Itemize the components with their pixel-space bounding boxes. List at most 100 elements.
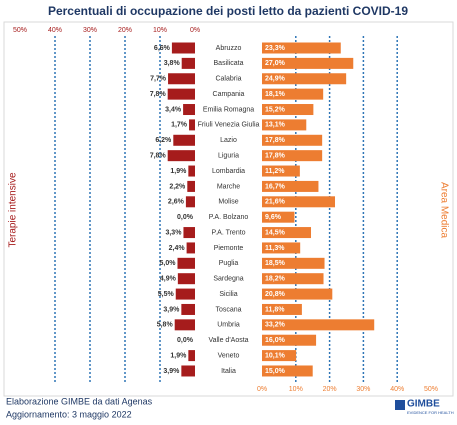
left-tick-label: 40% — [48, 27, 62, 34]
value-label: 3,3% — [165, 229, 182, 236]
category-label: Liguria — [218, 153, 239, 160]
value-label: 0,0% — [177, 337, 194, 344]
bar — [262, 42, 341, 54]
left-tick-label: 0% — [190, 27, 200, 34]
bar — [262, 273, 324, 285]
value-label: 15,0% — [265, 368, 286, 375]
value-label: 9,6% — [265, 214, 282, 221]
category-label: Calabria — [215, 76, 241, 83]
value-label: 1,9% — [170, 352, 187, 359]
category-label: P.A. Trento — [211, 229, 245, 236]
value-label: 16,0% — [265, 337, 286, 344]
bar — [171, 42, 195, 54]
category-label: Lazio — [220, 137, 237, 144]
category-label: Lombardia — [212, 168, 245, 175]
value-label: 7,7% — [150, 76, 167, 83]
left-tick-label: 50% — [13, 27, 27, 34]
value-label: 17,8% — [265, 137, 286, 144]
value-label: 15,2% — [265, 106, 286, 113]
logo-icon — [395, 400, 405, 410]
left-tick-label: 10% — [153, 27, 167, 34]
value-label: 18,1% — [265, 91, 286, 98]
bar — [181, 57, 195, 69]
value-label: 3,4% — [165, 106, 182, 113]
value-label: 17,8% — [265, 153, 286, 160]
category-label: Marche — [217, 183, 240, 190]
category-label: Valle d'Aosta — [208, 337, 248, 344]
left-tick-label: 30% — [83, 27, 97, 34]
category-label: Umbria — [217, 322, 240, 329]
right-tick-label: 40% — [390, 386, 404, 393]
left-tick-label: 20% — [118, 27, 132, 34]
bar — [262, 119, 307, 131]
bar — [262, 303, 302, 315]
bar — [262, 196, 336, 208]
bar — [189, 119, 195, 131]
source-note: Elaborazione GIMBE da dati Agenas — [6, 396, 153, 406]
bar — [262, 319, 375, 331]
value-label: 6,6% — [154, 45, 171, 52]
bar — [262, 334, 317, 346]
bar — [262, 365, 313, 377]
bar — [262, 180, 319, 192]
value-label: 18,2% — [265, 276, 286, 283]
bar — [173, 134, 195, 146]
value-label: 2,2% — [169, 183, 186, 190]
bar — [262, 288, 333, 300]
value-label: 11,3% — [265, 245, 285, 252]
category-label: P.A. Bolzano — [209, 214, 249, 221]
bar — [167, 88, 195, 100]
category-label: Basilicata — [214, 60, 244, 67]
update-note: Aggiornamento: 3 maggio 2022 — [6, 409, 132, 419]
bar — [175, 288, 195, 300]
bar — [262, 242, 301, 254]
value-label: 20,8% — [265, 291, 286, 298]
bar — [174, 319, 195, 331]
bar — [262, 73, 347, 85]
value-label: 1,7% — [171, 122, 188, 129]
value-label: 24,9% — [265, 76, 286, 83]
value-label: 16,7% — [265, 183, 286, 190]
category-label: Molise — [218, 199, 238, 206]
value-label: 3,9% — [163, 306, 180, 313]
bar — [168, 73, 195, 85]
value-label: 10,1% — [265, 352, 286, 359]
bar — [188, 350, 195, 362]
category-label: Emilia Romagna — [203, 106, 254, 113]
value-label: 33,2% — [265, 322, 286, 329]
value-label: 7,8% — [150, 153, 167, 160]
bar — [183, 104, 195, 116]
bar — [262, 150, 323, 162]
value-label: 5,5% — [158, 291, 175, 298]
bar — [187, 180, 195, 192]
bar — [185, 196, 195, 208]
value-label: 13,1% — [265, 122, 286, 129]
bar — [262, 134, 323, 146]
value-label: 11,8% — [265, 306, 285, 313]
value-label: 0,0% — [177, 214, 194, 221]
value-label: 7,8% — [150, 91, 167, 98]
bar — [262, 165, 300, 177]
bar — [262, 211, 295, 223]
left-axis-title: Terapie intensive — [8, 172, 19, 247]
value-label: 3,8% — [164, 60, 181, 67]
category-label: Campania — [213, 91, 245, 98]
chart-title: Percentuali di occupazione dei posti let… — [48, 4, 408, 18]
right-axis-title: Area Medica — [438, 182, 449, 239]
value-label: 4,9% — [160, 276, 177, 283]
value-label: 3,9% — [163, 368, 180, 375]
category-label: Piemonte — [214, 245, 244, 252]
category-label: Italia — [221, 368, 236, 375]
category-label: Toscana — [215, 306, 241, 313]
value-label: 21,6% — [265, 199, 286, 206]
category-label: Puglia — [219, 260, 239, 267]
bar — [186, 242, 195, 254]
right-tick-label: 10% — [289, 386, 303, 393]
value-label: 2,6% — [168, 199, 185, 206]
logo-tagline: EVIDENCE FOR HEALTH — [407, 410, 454, 415]
right-tick-label: 30% — [356, 386, 370, 393]
bar — [262, 350, 297, 362]
bar — [181, 365, 195, 377]
category-label: Sicilia — [219, 291, 237, 298]
